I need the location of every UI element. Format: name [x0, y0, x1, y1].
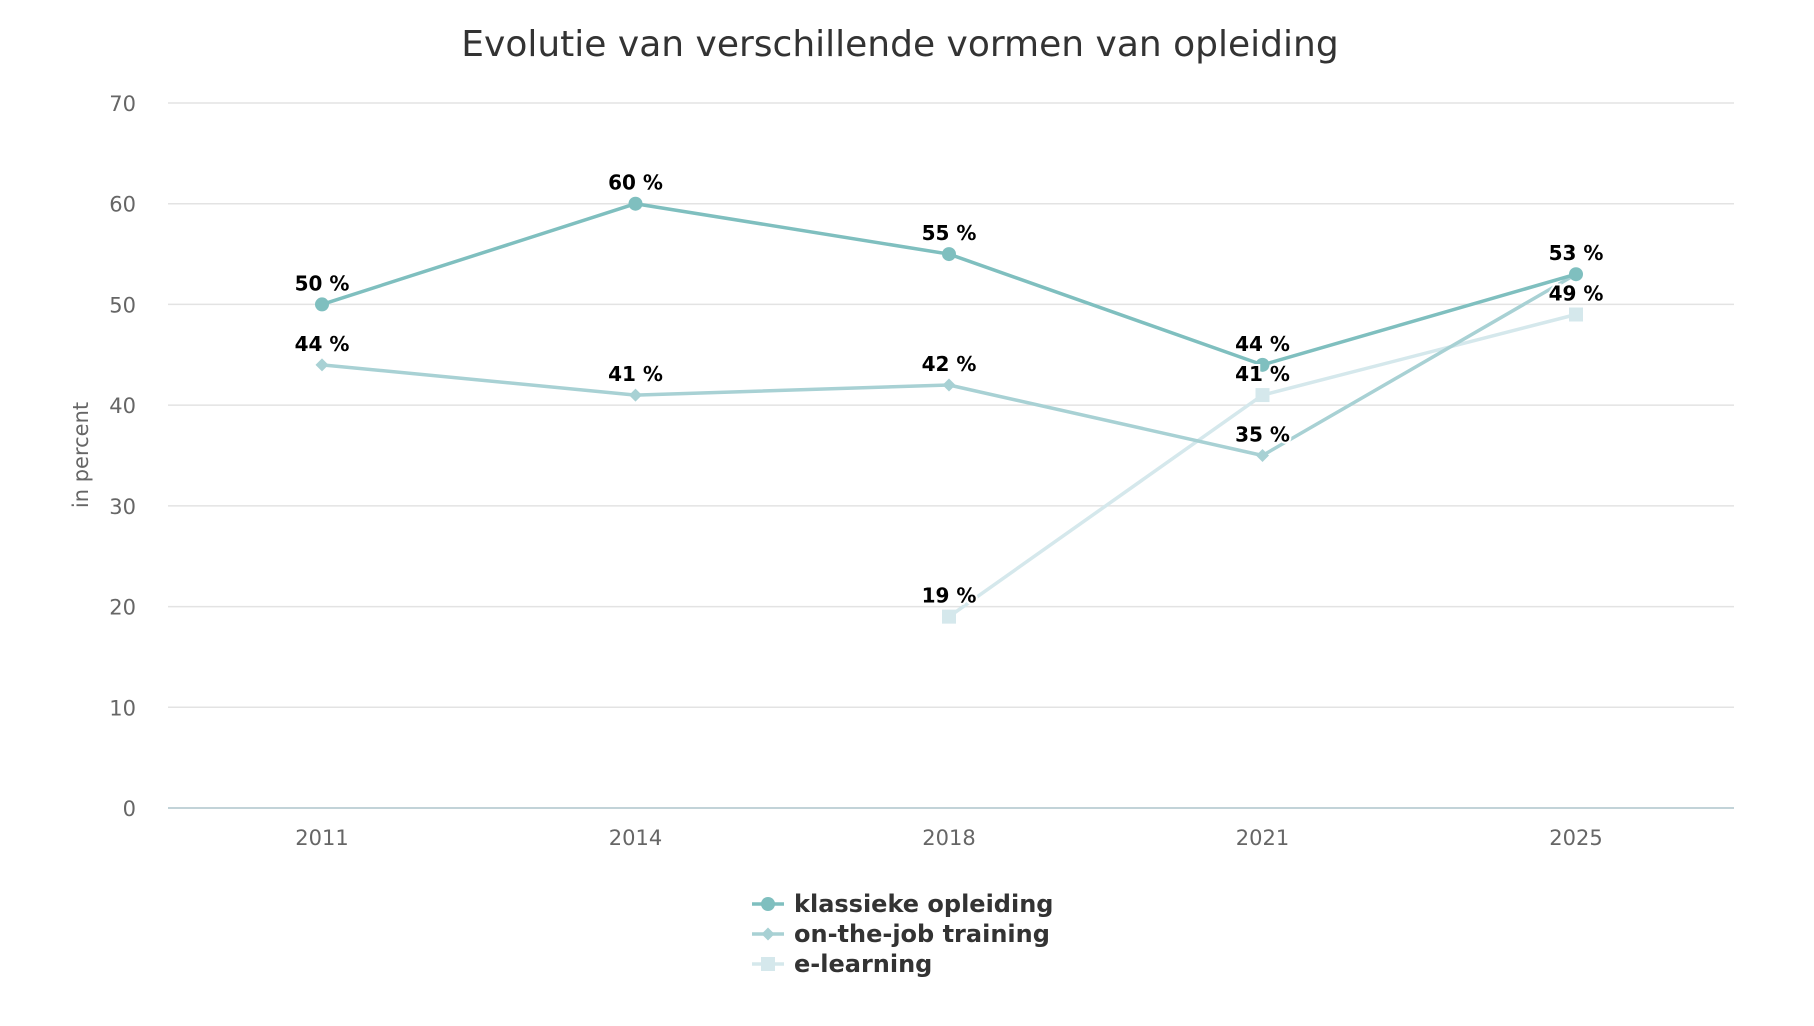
data-point	[315, 297, 329, 312]
y-tick-label: 70	[109, 92, 136, 116]
data-label: 49 %	[1549, 282, 1604, 306]
data-point	[942, 247, 956, 262]
legend-marker	[761, 957, 775, 971]
data-label: 19 %	[922, 584, 977, 608]
data-point	[1255, 388, 1270, 403]
x-tick-label: 2014	[609, 826, 662, 850]
data-label: 42 %	[922, 352, 977, 376]
data-labels: 50 %60 %55 %44 %53 %44 %41 % 42 %35 %53 %…	[293, 169, 1606, 610]
legend-label: klassieke opleiding	[794, 890, 1053, 918]
series-klassieke-opleiding	[315, 196, 1583, 372]
legend-label: e-learning	[794, 950, 932, 978]
data-point	[1256, 449, 1269, 462]
data-point	[629, 388, 642, 402]
legend-label: on-the-job training	[794, 920, 1050, 948]
data-label: 50 %	[295, 271, 350, 295]
data-point	[942, 378, 956, 392]
y-tick-label: 40	[109, 394, 136, 418]
legend-item[interactable]: klassieke opleiding	[752, 890, 1053, 918]
x-tick-label: 2018	[922, 826, 975, 850]
data-point	[1569, 307, 1583, 322]
series-e-learning	[942, 307, 1583, 624]
y-tick-label: 50	[109, 293, 136, 317]
y-tick-label: 0	[123, 797, 136, 821]
data-label: 53 %	[1549, 241, 1604, 265]
data-point	[628, 196, 643, 211]
data-label: 53 %	[1549, 241, 1604, 265]
chart-title: Evolutie van verschillende vormen van op…	[461, 24, 1338, 65]
y-tick-label: 60	[109, 193, 136, 217]
x-tick-label: 2025	[1549, 826, 1602, 850]
data-point	[942, 609, 956, 624]
x-tick-label: 2021	[1236, 826, 1289, 850]
y-axis-ticks: 0 10 20 30 40 50 60 70	[109, 92, 136, 821]
y-tick-label: 10	[109, 696, 136, 720]
data-label: 41 %	[608, 362, 663, 386]
y-axis-label: in percent	[69, 402, 93, 508]
y-tick-label: 20	[109, 596, 136, 620]
x-tick-label: 2011	[295, 826, 348, 850]
data-point	[1255, 357, 1270, 372]
data-label: 44 %	[295, 332, 350, 356]
x-axis-ticks: 2011 2014 2018 2021 2025	[295, 826, 1602, 850]
series-layer	[315, 196, 1583, 624]
data-label: 44 %	[1235, 332, 1290, 356]
data-label: 60 %	[608, 171, 663, 195]
gridlines	[168, 102, 1734, 809]
legend-marker	[761, 897, 775, 911]
y-tick-label: 30	[109, 495, 136, 519]
legend-item[interactable]: on-the-job training	[752, 920, 1050, 948]
data-point	[1569, 267, 1583, 282]
data-point	[315, 358, 329, 372]
data-label: 55 %	[922, 221, 977, 245]
legend-item[interactable]: e-learning	[752, 950, 932, 978]
data-label: 35 %	[1235, 423, 1290, 447]
data-label: 41 %	[1235, 362, 1290, 386]
legend-marker	[761, 927, 775, 941]
